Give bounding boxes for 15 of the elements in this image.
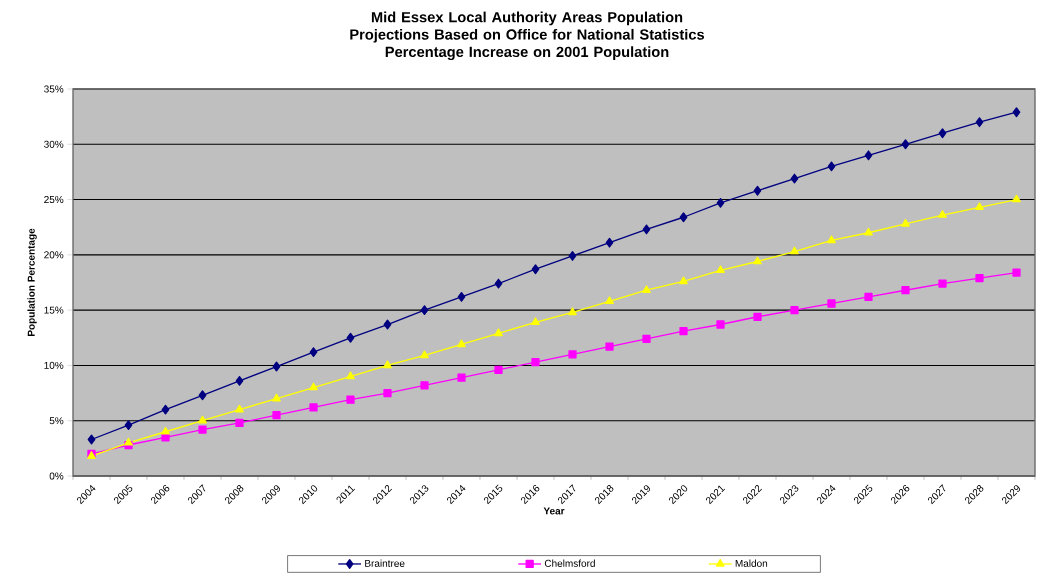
y-tick-label: 25% [44,196,64,204]
y-tick-label: 35% [44,85,64,93]
legend-label: Maldon [735,559,768,567]
y-tick-label: 15% [44,306,64,314]
y-axis-title: Population Percentage [27,228,37,336]
y-tick-label: 30% [44,140,64,148]
chart-subtitle: Percentage Increase on 2001 Population [385,46,669,60]
legend-label: Braintree [365,559,405,567]
y-tick-label: 5% [49,417,64,425]
y-tick-label: 0% [49,472,64,480]
chart-title: Mid Essex Local Authority Areas Population Projections Based on Office for National Statistics [350,11,705,43]
y-tick-label: 20% [44,251,64,259]
y-tick-label: 10% [44,361,64,369]
x-axis-title: Year [543,507,565,515]
legend-label: Chelmsford [544,559,595,567]
